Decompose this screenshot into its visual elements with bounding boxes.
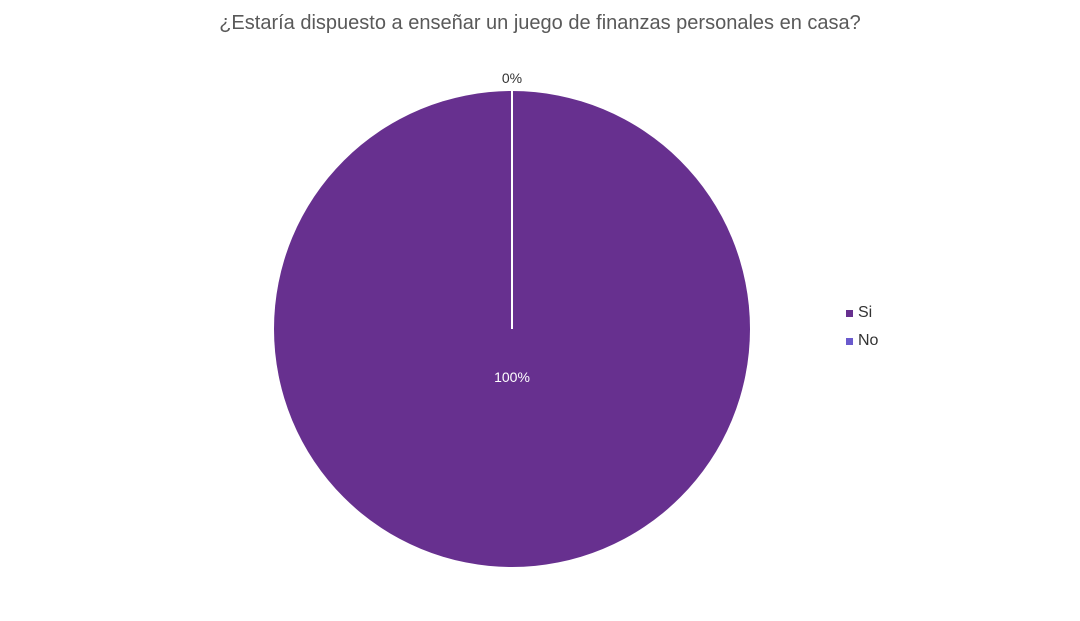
chart-title: ¿Estaría dispuesto a enseñar un juego de… (219, 12, 861, 34)
legend-label-si: Si (858, 304, 873, 321)
pie-data-labels: 100% 0% (494, 70, 530, 385)
legend: Si No (846, 299, 878, 355)
legend-swatch-no (846, 337, 853, 345)
legend-item-no: No (846, 327, 878, 355)
legend-item-si: Si (846, 299, 878, 327)
pie-slices (274, 91, 750, 567)
legend-swatch-si (846, 309, 853, 317)
data-label-no: 0% (502, 70, 522, 86)
data-label-si: 100% (494, 369, 530, 385)
legend-label-no: No (858, 332, 879, 349)
